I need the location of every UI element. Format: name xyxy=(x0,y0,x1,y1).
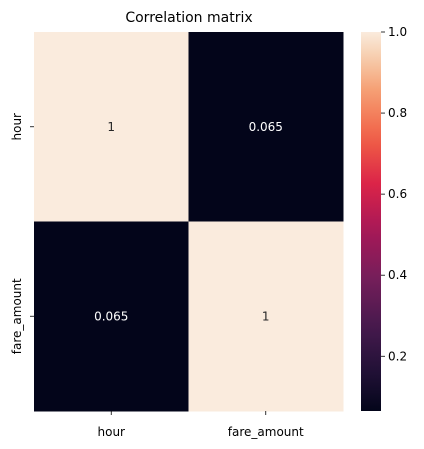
x-axis: hour fare_amount xyxy=(98,411,305,439)
y-tick-label: fare_amount xyxy=(10,278,24,354)
colorbar-tick-label: 0.6 xyxy=(388,187,407,201)
colorbar-tick-label: 1.0 xyxy=(388,25,407,39)
cell-annotation: 1 xyxy=(107,120,115,134)
colorbar xyxy=(361,32,381,411)
colorbar-tick-label: 0.2 xyxy=(388,349,407,363)
y-tick-label: hour xyxy=(10,113,24,141)
colorbar-tick-label: 0.4 xyxy=(388,268,407,282)
x-tick-label: hour xyxy=(98,425,126,439)
cell-annotation: 0.065 xyxy=(94,309,128,323)
cell-annotation: 1 xyxy=(262,309,270,323)
colorbar-ticks: 0.2 0.4 0.6 0.8 1.0 xyxy=(381,25,407,363)
x-tick-label: fare_amount xyxy=(228,425,304,439)
y-axis: hour fare_amount xyxy=(10,113,34,354)
cell-annotation: 0.065 xyxy=(249,120,283,134)
heatmap-cells xyxy=(34,32,344,412)
colorbar-tick-label: 0.8 xyxy=(388,106,407,120)
chart-title: Correlation matrix xyxy=(125,10,252,26)
